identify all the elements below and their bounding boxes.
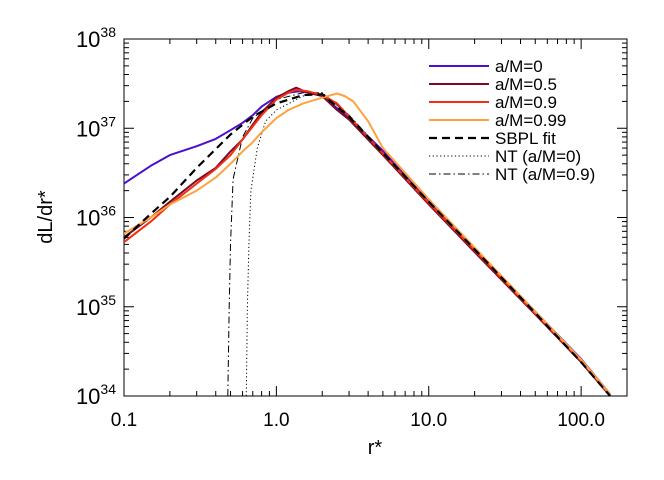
series-line-a-m-0-99: [124, 92, 611, 395]
legend-label: a/M=0: [495, 57, 543, 76]
y-tick-label: 1035: [76, 292, 116, 320]
x-tick-label: 100.0: [557, 410, 605, 431]
legend-label: a/M=0.99: [495, 111, 566, 130]
legend-label: NT (a/M=0.9): [495, 165, 595, 184]
series-line-a-m-0-9: [124, 88, 611, 396]
y-tick-label: 1037: [76, 113, 116, 141]
x-tick-label: 0.1: [111, 410, 137, 431]
series-line-sbpl-fit: [124, 93, 611, 396]
series-group: [124, 86, 611, 396]
legend-label: SBPL fit: [495, 129, 556, 148]
axes: 0.1 1.0 10.0 100.0 1034 1035 1036 1037 1038: [76, 24, 628, 431]
x-axis-label: r*: [368, 437, 383, 459]
x-tick-label: 10.0: [410, 410, 447, 431]
y-tick-label: 1036: [76, 203, 116, 231]
y-axis-label: dL/dr*: [35, 190, 57, 244]
y-tick-label: 1038: [76, 24, 116, 52]
legend-label: a/M=0.9: [495, 93, 557, 112]
series-line-nt-a-m-0-: [245, 92, 611, 396]
legend-label: NT (a/M=0): [495, 147, 581, 166]
x-tick-label: 1.0: [263, 410, 289, 431]
series-line-a-m-0-5: [124, 86, 611, 396]
y-tick-label: 1034: [76, 381, 116, 409]
legend-label: a/M=0.5: [495, 75, 557, 94]
